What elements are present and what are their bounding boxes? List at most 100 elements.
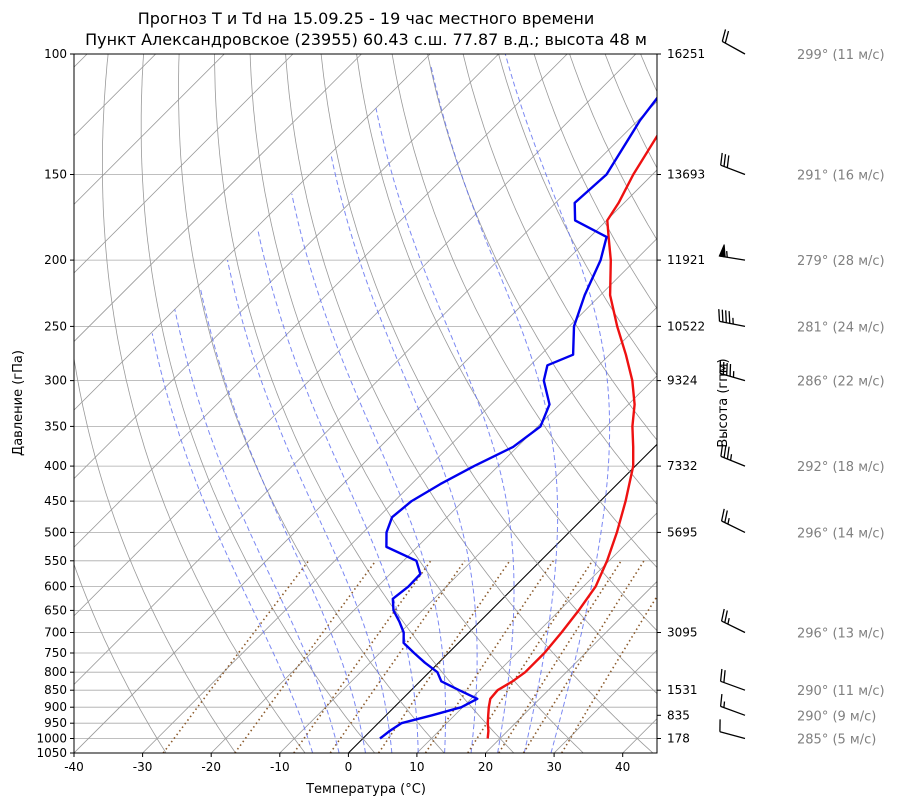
wind-label: 291° (16 м/с) <box>797 169 885 184</box>
temperature-profile <box>486 133 657 739</box>
mixing-ratio-line <box>234 560 377 753</box>
dry-adiabat <box>889 54 900 753</box>
pressure-tick-label: 600 <box>44 580 67 594</box>
wind-barb-staff <box>720 705 746 716</box>
wind-barb-full <box>718 309 721 322</box>
wind-barb-staff <box>720 455 746 467</box>
moist-adiabat <box>375 108 515 753</box>
pressure-tick-label: 650 <box>44 603 67 617</box>
moist-adiabat <box>330 153 478 753</box>
isotherm-line <box>622 718 657 753</box>
dry-adiabat <box>569 54 657 241</box>
wind-barb-half <box>729 454 733 461</box>
wind-barb-full <box>724 510 728 523</box>
wind-barb-full <box>720 152 723 166</box>
isotherm-line <box>485 580 657 753</box>
wind-barb-full <box>728 311 731 324</box>
dry-adiabat <box>320 54 657 695</box>
wind-label: 279° (28 м/с) <box>797 254 885 269</box>
pressure-tick-label: 1000 <box>36 732 67 746</box>
moist-adiabat <box>504 54 611 753</box>
pressure-tick-label: 300 <box>44 374 67 388</box>
isotherm-line <box>210 306 657 753</box>
wind-barb-staff <box>721 620 746 634</box>
pressure-tick-label: 200 <box>44 253 67 267</box>
moist-adiabat <box>430 65 559 753</box>
wind-barb-staff <box>719 320 746 328</box>
dry-adiabat <box>462 54 657 441</box>
dry-adiabat <box>74 355 236 753</box>
wind-barb-full <box>719 694 723 707</box>
mixing-ratio-line <box>561 594 657 753</box>
wind-column: 299° (11 м/с) 291° (16 м/с) 279° (28 м/с) 2… <box>718 29 885 748</box>
wind-barb-staff <box>721 40 746 55</box>
wind-label: 299° (11 м/с) <box>797 48 885 63</box>
height-tick-label: 9324 <box>667 374 698 388</box>
pressure-tick-label: 750 <box>44 646 67 660</box>
moist-adiabat <box>227 259 393 753</box>
wind-barb-staff <box>720 164 746 176</box>
wind-label: 285° (5 м/с) <box>797 733 876 748</box>
wind-barb-half <box>727 617 730 625</box>
pressure-tick-label: 950 <box>44 716 67 730</box>
height-tick-label: 11921 <box>667 253 705 267</box>
pressure-tick-label: 450 <box>44 494 67 508</box>
dry-adiabat <box>178 54 445 753</box>
dry-adiabat <box>640 54 657 93</box>
y-axis-right-label: Высота (гпм) <box>716 358 731 447</box>
pressure-tick-label: 1050 <box>36 746 67 760</box>
wind-barb-staff <box>719 372 746 382</box>
mixing-ratio-line <box>522 560 645 753</box>
dry-adiabat <box>604 54 657 169</box>
mixing-ratio-line <box>498 560 622 753</box>
isotherm-line <box>74 100 657 685</box>
pressure-tick-label: 150 <box>44 168 67 182</box>
mixing-ratio-line <box>162 560 310 753</box>
temperature-tick-label: -30 <box>133 760 153 774</box>
wind-barb-group: 281° (24 м/с) <box>718 309 885 335</box>
dry-adiabat <box>783 54 900 753</box>
wind-barb-full <box>720 508 725 522</box>
height-tick-label: 835 <box>667 708 690 722</box>
dry-adiabat <box>747 54 900 753</box>
height-tick-label: 1531 <box>667 683 698 697</box>
dry-adiabat <box>74 563 167 753</box>
wind-barb-full <box>723 445 727 458</box>
moist-adiabat <box>291 193 447 753</box>
wind-barb-full <box>720 444 724 457</box>
isotherm-line <box>142 238 657 753</box>
wind-label: 281° (24 м/с) <box>797 320 885 335</box>
mixing-ratio-line <box>377 560 511 753</box>
isotherm-line <box>74 54 499 480</box>
wind-barb-group: 296° (14 м/с) <box>720 508 885 541</box>
pressure-tick-label: 700 <box>44 626 67 640</box>
temperature-tick-label: 40 <box>615 760 630 774</box>
pressure-tick-label: 350 <box>44 419 67 433</box>
height-tick-label: 16251 <box>667 47 705 61</box>
isotherm-line <box>74 54 568 548</box>
wind-barb-full <box>721 29 727 42</box>
temperature-tick-label: 10 <box>409 760 424 774</box>
wind-barb-group: 290° (11 м/с) <box>719 668 885 699</box>
dry-adiabat <box>391 54 657 569</box>
wind-barb-full <box>723 670 726 683</box>
x-axis-label: Температура (°C) <box>305 782 426 797</box>
dry-adiabat <box>498 54 657 376</box>
wind-barb-staff <box>719 731 746 740</box>
pressure-tick-label: 900 <box>44 700 67 714</box>
pressure-tick-label: 400 <box>44 459 67 473</box>
zero-isotherm <box>348 443 657 753</box>
wind-label: 296° (14 м/с) <box>797 526 885 541</box>
dry-adiabat <box>285 54 654 753</box>
wind-barb-staff <box>721 520 746 533</box>
wind-barb-full <box>721 309 724 323</box>
wind-barb-half <box>723 701 726 708</box>
plot-frame <box>73 53 658 754</box>
pressure-tick-label: 850 <box>44 683 67 697</box>
dry-adiabat <box>854 54 900 753</box>
height-tick-label: 178 <box>667 732 690 746</box>
temperature-tick-label: -20 <box>201 760 221 774</box>
isotherm-line <box>74 54 637 617</box>
wind-barb-staff <box>720 680 746 691</box>
